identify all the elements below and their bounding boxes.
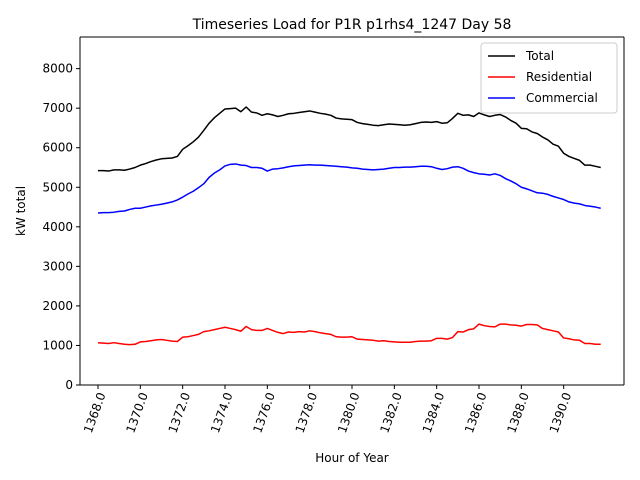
y-tick-label: 4000 — [42, 220, 73, 234]
y-tick-label: 8000 — [42, 62, 73, 76]
legend-label-residential: Residential — [526, 70, 592, 84]
x-tick-label: 1388.0 — [504, 391, 532, 435]
legend: Total Residential Commercial — [480, 42, 618, 114]
y-tick-label: 2000 — [42, 299, 73, 313]
x-axis-label: Hour of Year — [315, 451, 389, 465]
x-tick-label: 1384.0 — [420, 391, 448, 435]
y-tick-label: 1000 — [42, 338, 73, 352]
x-tick-label: 1386.0 — [462, 391, 490, 435]
legend-box — [480, 42, 618, 114]
x-tick-label: 1378.0 — [293, 391, 321, 435]
x-tick-label: 1380.0 — [335, 391, 363, 435]
x-tick-label: 1382.0 — [377, 391, 405, 435]
x-tick-label: 1370.0 — [123, 391, 151, 435]
x-tick-label: 1390.0 — [547, 391, 575, 435]
y-tick-label: 6000 — [42, 141, 73, 155]
y-tick-label: 3000 — [42, 259, 73, 273]
series-line-total — [97, 106, 601, 172]
legend-label-commercial: Commercial — [526, 91, 598, 105]
y-axis-ticks: 0 1000 2000 3000 4000 5000 6000 7000 8000 — [42, 62, 80, 392]
x-axis-ticks: 1368.0 1370.0 1372.0 1374.0 1376.0 1378.0 1380… — [81, 385, 574, 435]
x-tick-label: 1374.0 — [208, 391, 236, 435]
x-tick-label: 1368.0 — [81, 391, 109, 435]
series-lines — [97, 106, 601, 346]
chart-title: Timeseries Load for P1R p1rhs4_1247 Day … — [192, 17, 512, 33]
series-line-commercial — [97, 163, 601, 214]
y-tick-label: 5000 — [42, 180, 73, 194]
y-tick-label: 0 — [65, 378, 73, 392]
series-line-residential — [97, 323, 601, 346]
y-axis-label: kW total — [14, 186, 28, 236]
x-tick-label: 1376.0 — [250, 391, 278, 435]
y-tick-label: 7000 — [42, 101, 73, 115]
x-tick-label: 1372.0 — [166, 391, 194, 435]
legend-label-total: Total — [525, 49, 554, 63]
